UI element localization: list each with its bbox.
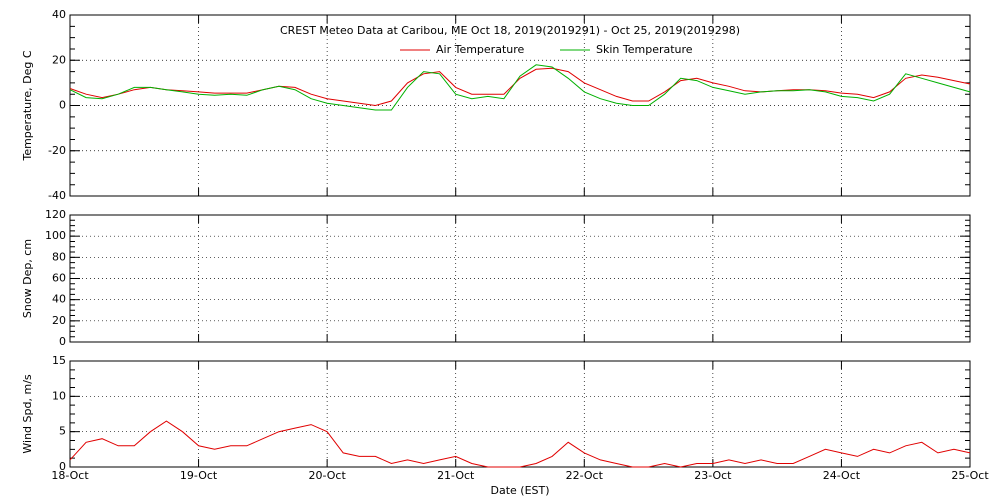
- y-tick-label: 40: [52, 8, 66, 21]
- x-tick-label: 22-Oct: [566, 469, 604, 482]
- y-tick-label: 20: [52, 53, 66, 66]
- y-tick-label: 120: [45, 208, 66, 221]
- y-tick-label: 0: [59, 460, 66, 473]
- y-tick-label: 40: [52, 293, 66, 306]
- series-line: [69, 64, 971, 111]
- x-axis-label: Date (EST): [490, 484, 549, 497]
- y-tick-label: -40: [48, 189, 66, 202]
- series-line: [69, 67, 971, 107]
- y-tick-label: 100: [45, 229, 66, 242]
- y-tick-label: 0: [59, 335, 66, 348]
- series-line: [69, 420, 971, 468]
- x-tick-label: 18-Oct: [51, 469, 89, 482]
- x-tick-label: 19-Oct: [180, 469, 218, 482]
- y-tick-label: 0: [59, 99, 66, 112]
- y-tick-label: 15: [52, 354, 66, 367]
- chart-title: CREST Meteo Data at Caribou, ME Oct 18, …: [280, 24, 740, 37]
- x-tick-label: 23-Oct: [694, 469, 732, 482]
- y-tick-label: -20: [48, 144, 66, 157]
- x-tick-label: 20-Oct: [308, 469, 346, 482]
- y-tick-label: 80: [52, 250, 66, 263]
- y-axis-label: Snow Dep, cm: [21, 239, 34, 318]
- x-tick-label: 21-Oct: [437, 469, 475, 482]
- y-tick-label: 60: [52, 272, 66, 285]
- x-tick-label: 25-Oct: [951, 469, 989, 482]
- y-axis-label: Temperature, Deg C: [21, 50, 34, 161]
- x-tick-label: 24-Oct: [823, 469, 861, 482]
- y-tick-label: 10: [52, 389, 66, 402]
- y-axis-label: Wind Spd, m/s: [21, 374, 34, 454]
- legend-label: Air Temperature: [436, 43, 525, 56]
- legend-label: Skin Temperature: [596, 43, 693, 56]
- y-tick-label: 5: [59, 425, 66, 438]
- y-tick-label: 20: [52, 314, 66, 327]
